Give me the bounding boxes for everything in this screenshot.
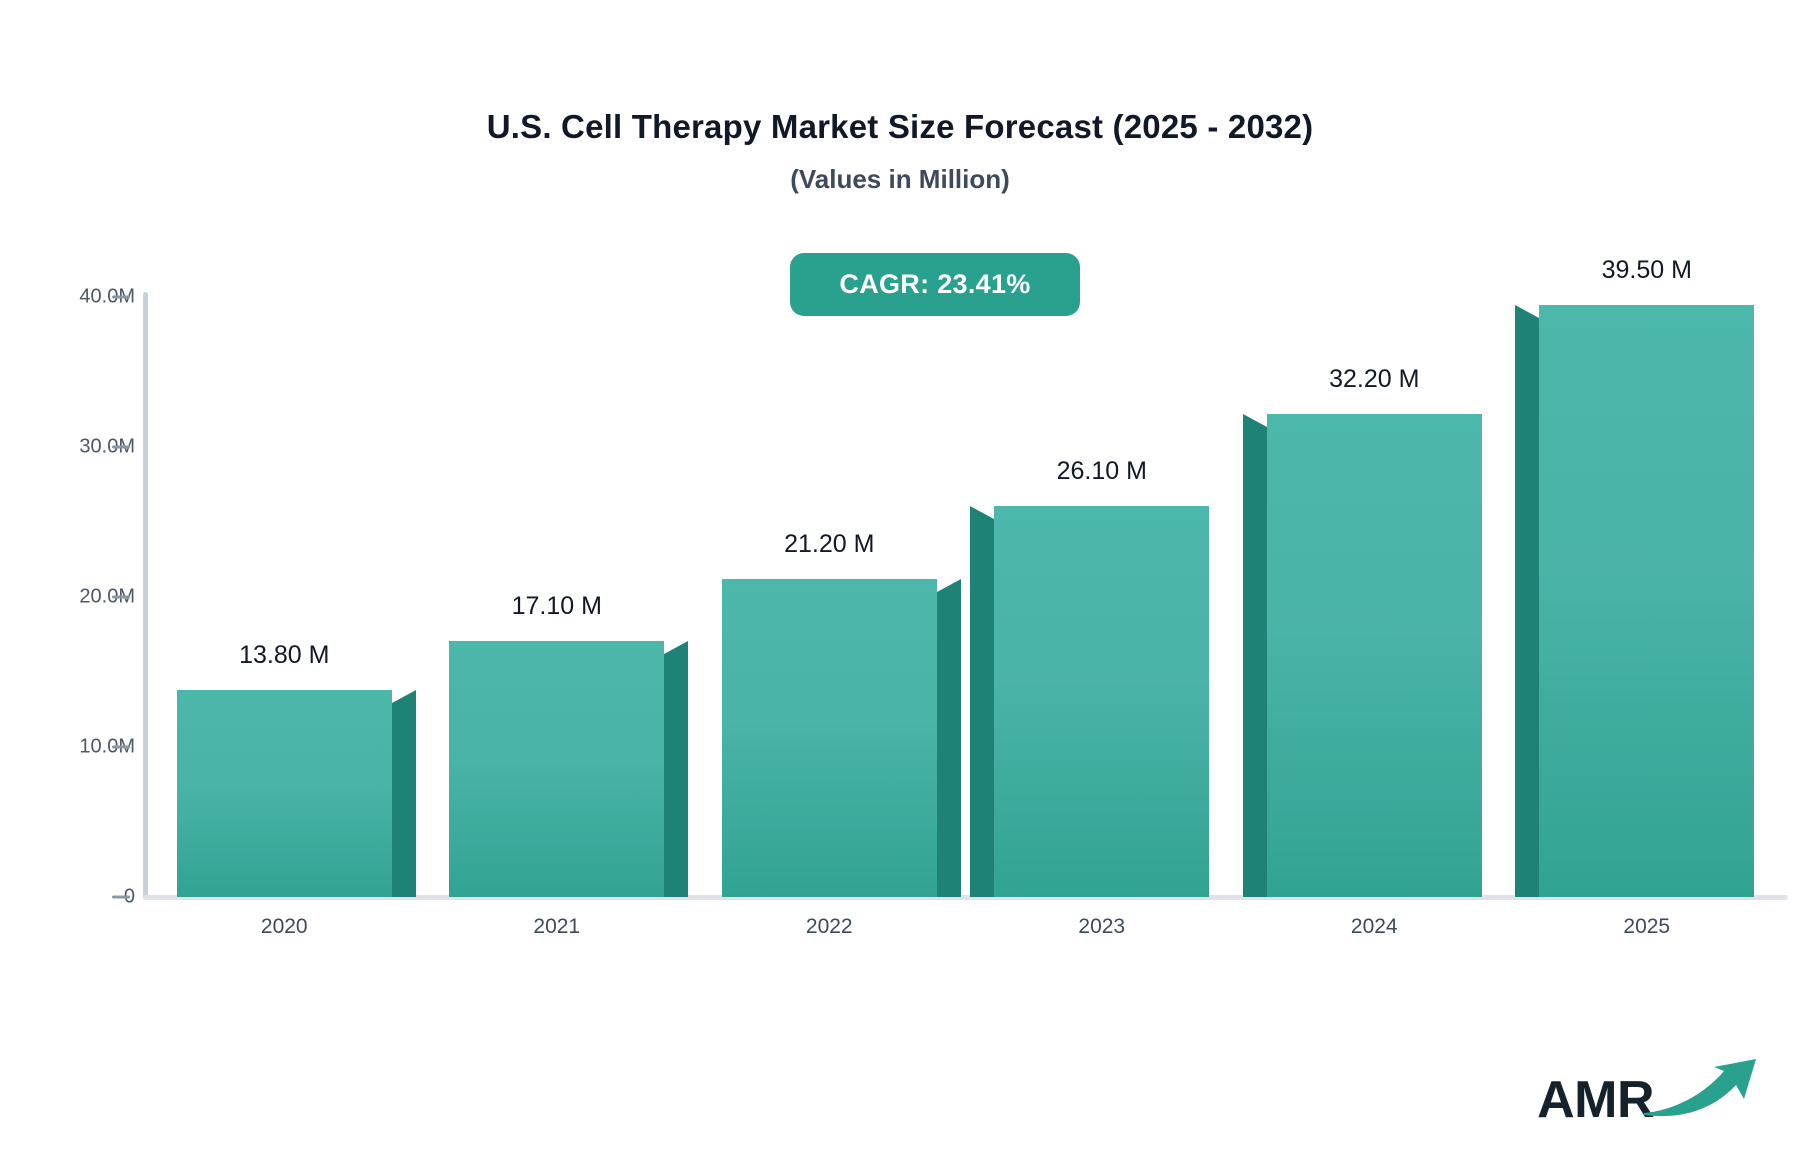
y-axis-tick-mark [112, 595, 130, 599]
y-axis-tick-label: 10.0M [79, 735, 135, 758]
bar-side-face [1515, 304, 1540, 897]
cagr-badge-label: CAGR: 23.41% [839, 269, 1031, 299]
y-axis-tick-label: 40.0M [79, 285, 135, 308]
growth-arrow-icon [1640, 1057, 1760, 1124]
x-axis-tick-label: 2021 [533, 915, 581, 938]
bar-value-label: 13.80 M [239, 641, 330, 669]
bar-side-face [391, 690, 416, 897]
bar-value-label: 17.10 M [511, 591, 602, 620]
y-axis-tick-mark [112, 295, 130, 299]
bar-front-face [1539, 304, 1755, 897]
x-axis-tick-label: 2023 [1078, 915, 1126, 938]
bar-column: 39.50 M [1515, 256, 1755, 897]
chart-subtitle: (Values in Million) [790, 163, 1010, 194]
bar-value-label: 21.20 M [784, 530, 875, 558]
y-axis-tick-label: 20.0M [79, 585, 135, 608]
y-axis-tick-mark [112, 745, 130, 749]
bar-value-label: 32.20 M [1329, 365, 1420, 393]
bar-front-face [994, 505, 1210, 897]
bar-front-face [176, 690, 392, 897]
bar-value-label: 26.10 M [1056, 456, 1147, 485]
amr-logo: AMR [1537, 1057, 1760, 1126]
bar-column: 26.10 M [970, 457, 1210, 897]
cagr-badge: CAGR: 23.41% [790, 253, 1080, 316]
logo-wordmark: AMR [1537, 1071, 1654, 1129]
bar-column: 17.10 M [449, 592, 689, 897]
bar-column: 13.80 M [176, 641, 416, 897]
bar-value-label: 39.50 M [1601, 255, 1692, 284]
bar-side-face [664, 640, 689, 897]
bar-front-face [449, 640, 665, 897]
bar-column: 32.20 M [1242, 365, 1482, 897]
bar-side-face [936, 579, 961, 897]
bar-front-face [721, 579, 937, 897]
page-title: U.S. Cell Therapy Market Size Forecast (… [486, 108, 1314, 145]
y-axis-line [143, 292, 148, 900]
chart-header: U.S. Cell Therapy Market Size Forecast (… [0, 108, 1800, 195]
x-axis-tick-label: 2022 [805, 915, 853, 938]
x-axis-tick-label: 2024 [1350, 915, 1398, 938]
bar-side-face [970, 505, 995, 897]
y-axis-tick-label: 30.0M [79, 435, 135, 458]
x-axis-tick-label: 2025 [1623, 915, 1671, 938]
y-axis-tick-mark [112, 445, 130, 449]
bar-side-face [1242, 414, 1267, 897]
bar-column: 21.20 M [721, 530, 961, 897]
x-axis-line [143, 895, 1788, 900]
x-axis-tick-label: 2020 [260, 915, 308, 938]
y-axis-tick-mark [112, 895, 130, 899]
bar-front-face [1266, 414, 1482, 897]
